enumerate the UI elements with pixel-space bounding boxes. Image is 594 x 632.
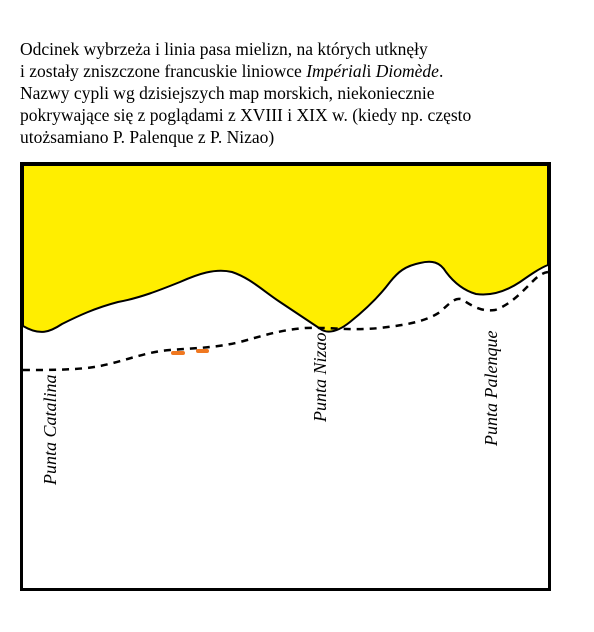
caption-line: Odcinek wybrzeża i linia pasa mielizn, n… [20, 39, 428, 59]
cape-label: Punta Nizao [310, 332, 330, 423]
land [22, 164, 549, 333]
caption-text: . [438, 61, 444, 81]
shoal-line [22, 270, 549, 372]
caption: Odcinek wybrzeża i linia pasa mielizn, n… [20, 38, 471, 148]
cape-label: Punta Palenque [481, 331, 501, 447]
caption-line: Nazwy cypli wg dzisiejszych map morskich… [20, 83, 435, 103]
caption-line: i zostały zniszczone francuskie liniowce… [20, 60, 471, 82]
caption-line: utożsamiano P. Palenque z P. Nizao) [20, 127, 275, 147]
caption-text: i zostały zniszczone francuskie liniowce [20, 61, 302, 81]
caption-text: i [366, 61, 372, 81]
cape-label: Punta Catalina [40, 374, 60, 486]
ship-name: Impérial [306, 61, 367, 81]
caption-line: pokrywające się z poglądami z XVIII i XI… [20, 105, 472, 125]
ship-name: Diomède [375, 61, 439, 81]
